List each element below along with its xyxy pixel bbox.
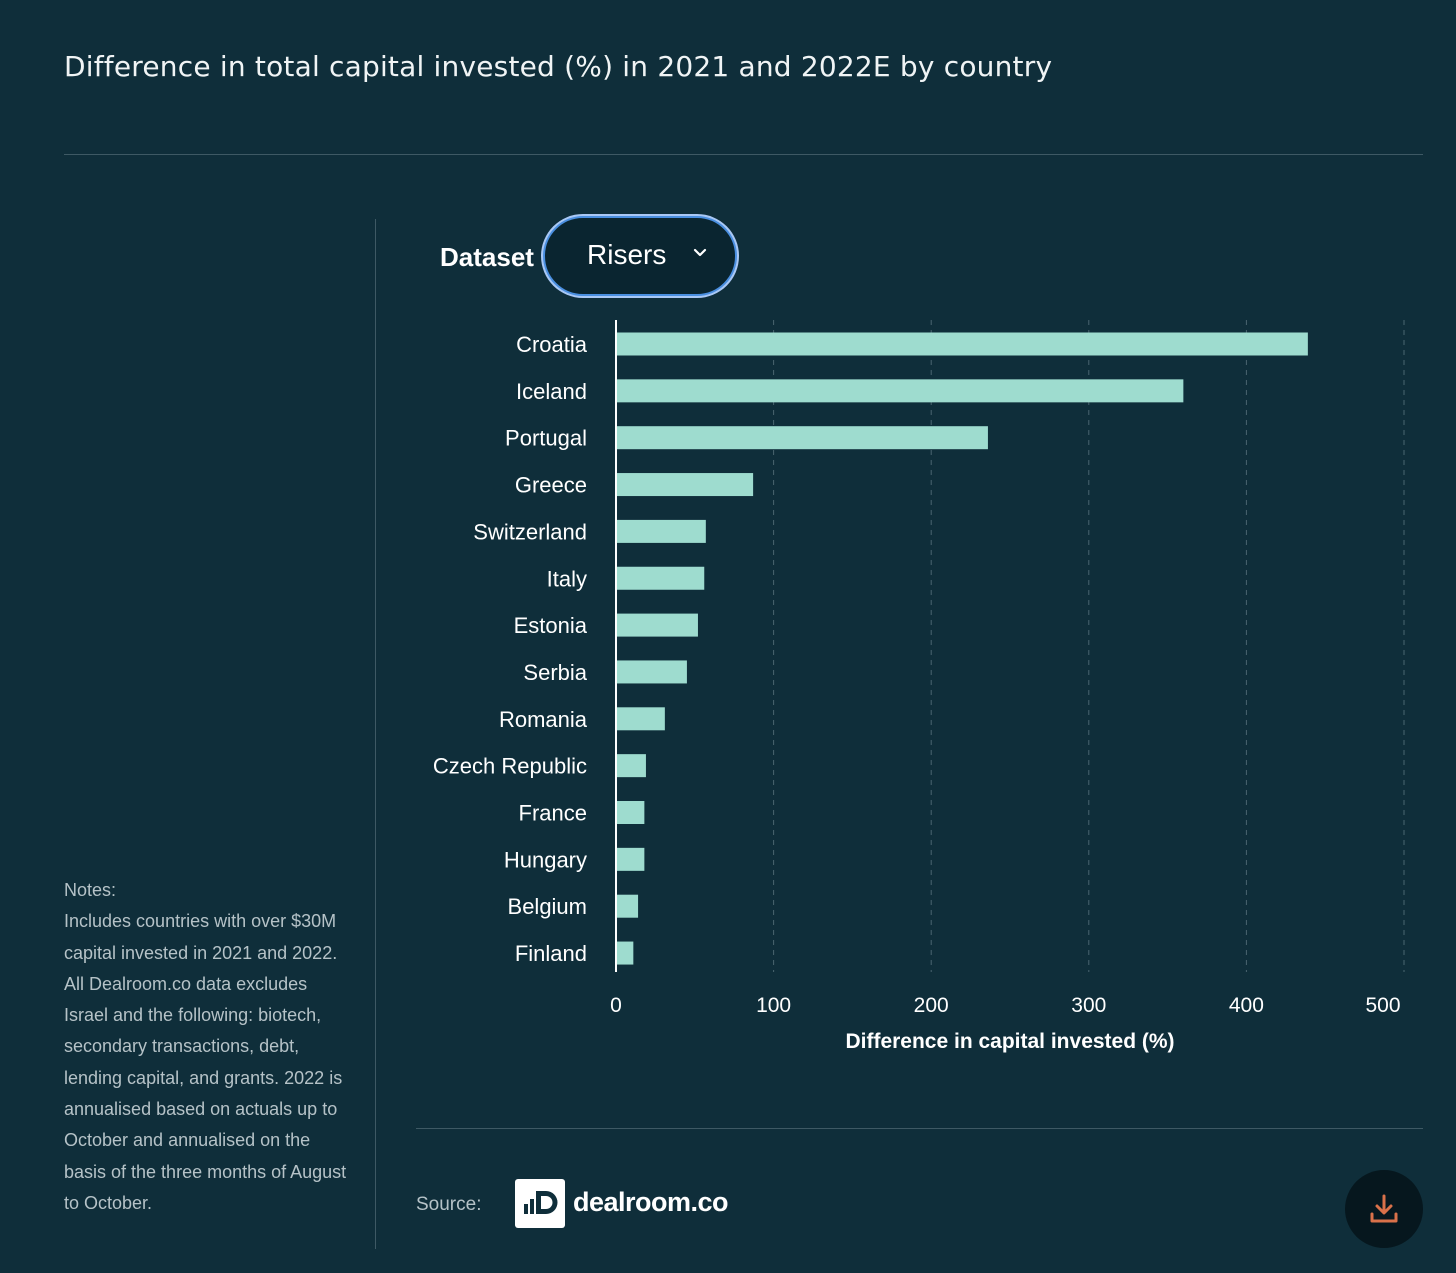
x-tick-label: 0 [610,994,622,1017]
category-label: Greece [515,473,587,498]
dealroom-logo-text: dealroom.co [573,1187,729,1217]
bar [616,894,639,918]
bar [616,566,705,590]
notes-heading: Notes: [64,880,117,900]
bar [616,613,698,637]
bar [616,332,1308,356]
bar [616,754,646,778]
bar [616,379,1184,403]
category-label: France [519,801,587,826]
category-label: Croatia [516,332,588,357]
category-label: Portugal [505,426,587,451]
x-tick-label: 300 [1071,994,1106,1017]
dataset-label: Dataset [440,242,534,272]
category-label: Romania [499,707,588,732]
category-label: Czech Republic [433,754,587,779]
download-icon [1370,1194,1398,1223]
bar-chart: Croatia Iceland Portugal Greece Switzerland I… [433,320,1405,1053]
download-button[interactable] [1345,1170,1423,1248]
category-label: Iceland [516,379,587,404]
x-tick-label: 200 [914,994,949,1017]
category-label: Hungary [504,847,587,872]
bar [616,847,645,871]
bar [616,707,665,731]
category-label: Estonia [514,613,588,638]
bar [616,519,706,543]
sidebar-divider [375,219,376,1249]
bar [616,426,988,450]
x-axis-title: Difference in capital invested (%) [845,1030,1174,1053]
chart-title: Difference in total capital invested (%)… [64,50,1053,83]
source-label: Source: [416,1194,482,1215]
bar [616,473,754,497]
category-label: Switzerland [473,519,587,544]
bar [616,660,687,684]
dataset-dropdown[interactable]: Risers [543,216,737,296]
notes-panel: Notes: Includes countries with over $30M… [64,875,354,1219]
x-tick-label: 400 [1229,994,1264,1017]
dealroom-logo-icon [515,1179,565,1228]
category-label: Finland [515,941,587,966]
notes-body: Includes countries with over $30M capita… [64,911,347,1213]
category-label: Italy [547,566,587,591]
x-tick-label: 500 [1365,994,1400,1017]
bar [616,941,634,965]
x-tick-label: 100 [756,994,791,1017]
category-label: Belgium [508,894,587,919]
footer-divider [416,1128,1423,1129]
bar [616,801,645,824]
dataset-selected-value: Risers [587,239,667,270]
category-label: Serbia [523,660,587,685]
chevron-down-icon [693,248,707,257]
header-divider [64,154,1423,155]
